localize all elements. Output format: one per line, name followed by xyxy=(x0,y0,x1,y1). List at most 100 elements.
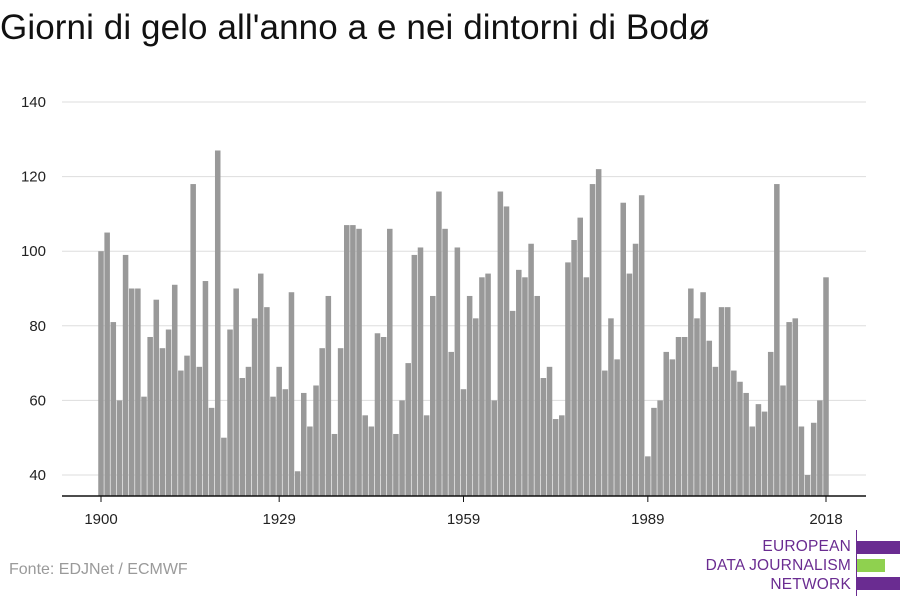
bar xyxy=(589,184,596,496)
bar xyxy=(595,169,602,496)
bar xyxy=(706,340,713,496)
y-tick-label: 100 xyxy=(21,243,46,260)
bars xyxy=(98,150,829,497)
bar xyxy=(565,262,571,496)
bar xyxy=(239,378,246,496)
bar xyxy=(663,351,670,496)
bar xyxy=(657,400,663,496)
bar xyxy=(546,366,553,496)
bar xyxy=(178,370,184,496)
bar xyxy=(135,288,141,496)
bar xyxy=(774,184,780,496)
bar xyxy=(337,348,344,496)
bar xyxy=(731,370,737,496)
bar xyxy=(540,378,547,496)
bar xyxy=(638,195,645,496)
y-tick-label: 140 xyxy=(21,94,46,111)
bar xyxy=(147,336,153,496)
bar xyxy=(417,247,424,496)
bar xyxy=(313,385,319,496)
bar xyxy=(331,433,338,496)
bar xyxy=(798,426,805,496)
logo-line-1: EUROPEAN xyxy=(762,538,851,555)
bar xyxy=(405,363,411,496)
bar xyxy=(233,288,239,496)
bar xyxy=(294,471,301,496)
x-axis-ticks: 1900 1929 1959 1989 2018 xyxy=(84,496,843,528)
bar xyxy=(491,400,497,496)
bar xyxy=(810,422,817,496)
bar xyxy=(110,322,117,496)
bar xyxy=(571,240,577,496)
x-tick-label: 1989 xyxy=(631,511,664,528)
bar xyxy=(786,322,792,496)
bar xyxy=(503,206,510,496)
bar xyxy=(116,400,123,496)
bar xyxy=(626,273,633,496)
bar xyxy=(509,310,516,496)
bar xyxy=(608,318,614,496)
bar xyxy=(282,389,289,496)
bar xyxy=(300,392,307,496)
bar xyxy=(165,329,172,496)
bar xyxy=(497,191,504,496)
bar xyxy=(202,281,209,496)
bar xyxy=(804,475,811,496)
bar xyxy=(307,426,313,496)
bar xyxy=(651,407,657,496)
bar xyxy=(104,232,110,497)
bar xyxy=(380,336,387,496)
bar xyxy=(122,254,129,496)
edjnet-logo[interactable]: EUROPEAN DATA JOURNALISM NETWORK xyxy=(700,530,900,596)
y-tick-label: 40 xyxy=(29,467,46,484)
bar xyxy=(466,295,473,496)
bar xyxy=(257,273,264,496)
bar xyxy=(141,396,147,496)
bar xyxy=(681,336,688,496)
logo-divider xyxy=(856,530,857,596)
bar xyxy=(153,299,160,496)
bar xyxy=(516,269,522,496)
bar xyxy=(780,385,786,496)
bar xyxy=(792,318,799,496)
bar xyxy=(534,295,540,496)
bar xyxy=(473,318,479,496)
bar xyxy=(694,318,700,496)
bar xyxy=(823,277,829,496)
bar xyxy=(221,437,227,496)
bar xyxy=(288,292,295,496)
y-tick-label: 60 xyxy=(29,392,46,409)
bar xyxy=(214,150,221,497)
bar xyxy=(522,277,528,496)
bar xyxy=(276,366,282,496)
x-tick-label: 1900 xyxy=(84,511,117,528)
bar xyxy=(448,351,454,496)
bar xyxy=(128,288,135,496)
bar xyxy=(718,307,725,496)
bar xyxy=(442,228,448,496)
bar xyxy=(454,247,461,496)
bar xyxy=(356,228,362,496)
bar xyxy=(724,307,731,496)
bar xyxy=(552,419,559,496)
bar xyxy=(190,184,196,496)
bar xyxy=(632,243,639,496)
chart-title: Giorni di gelo all'anno a e nei dintorni… xyxy=(0,8,710,47)
bar xyxy=(374,333,381,496)
bar xyxy=(577,217,583,496)
bar xyxy=(387,228,393,496)
bar xyxy=(755,404,762,496)
bar xyxy=(319,348,325,496)
bar xyxy=(423,415,430,496)
y-axis-labels: 40 60 80 100 120 140 xyxy=(21,94,46,484)
bar xyxy=(362,415,368,496)
bar xyxy=(528,243,534,496)
bar xyxy=(817,400,823,496)
bar xyxy=(602,370,608,496)
bar xyxy=(614,359,620,496)
bar xyxy=(688,288,694,496)
bar xyxy=(98,251,104,496)
logo-line-2: DATA JOURNALISM xyxy=(705,557,851,574)
logo-bar-green xyxy=(857,559,885,572)
